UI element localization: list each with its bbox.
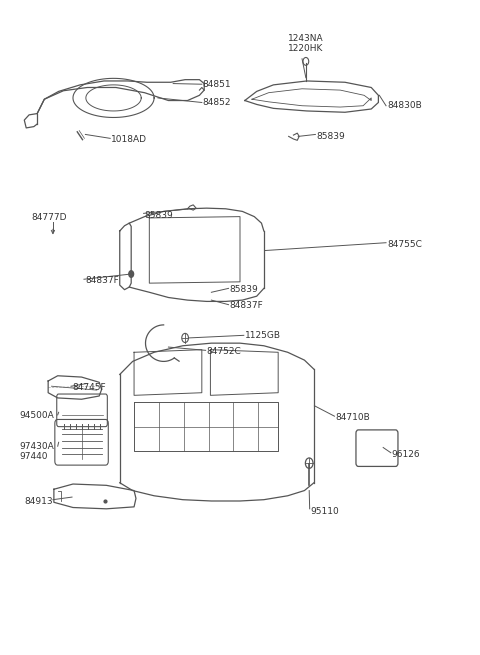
Text: 84710B: 84710B [336,413,370,422]
Text: 84852: 84852 [203,98,231,107]
Text: 95110: 95110 [311,507,339,516]
Text: 85839: 85839 [316,132,345,141]
Text: 84755C: 84755C [387,240,422,248]
Text: 85839: 85839 [144,211,173,220]
Text: 84830B: 84830B [387,102,422,110]
Text: 96126: 96126 [392,450,420,459]
Text: 84851: 84851 [203,80,231,88]
Text: 84913: 84913 [24,497,53,506]
Text: 84745F: 84745F [72,383,106,392]
Text: 1125GB: 1125GB [245,331,281,341]
Text: 84837F: 84837F [229,301,263,310]
Text: 84777D: 84777D [31,214,66,223]
Text: 84837F: 84837F [85,276,119,285]
Text: 94500A: 94500A [20,411,54,420]
Circle shape [129,271,133,277]
Text: 1243NA
1220HK: 1243NA 1220HK [288,34,324,54]
Text: 97430A
97440: 97430A 97440 [20,441,54,461]
Text: 1018AD: 1018AD [111,135,147,144]
Text: 84752C: 84752C [206,347,241,356]
Text: 85839: 85839 [229,285,258,294]
